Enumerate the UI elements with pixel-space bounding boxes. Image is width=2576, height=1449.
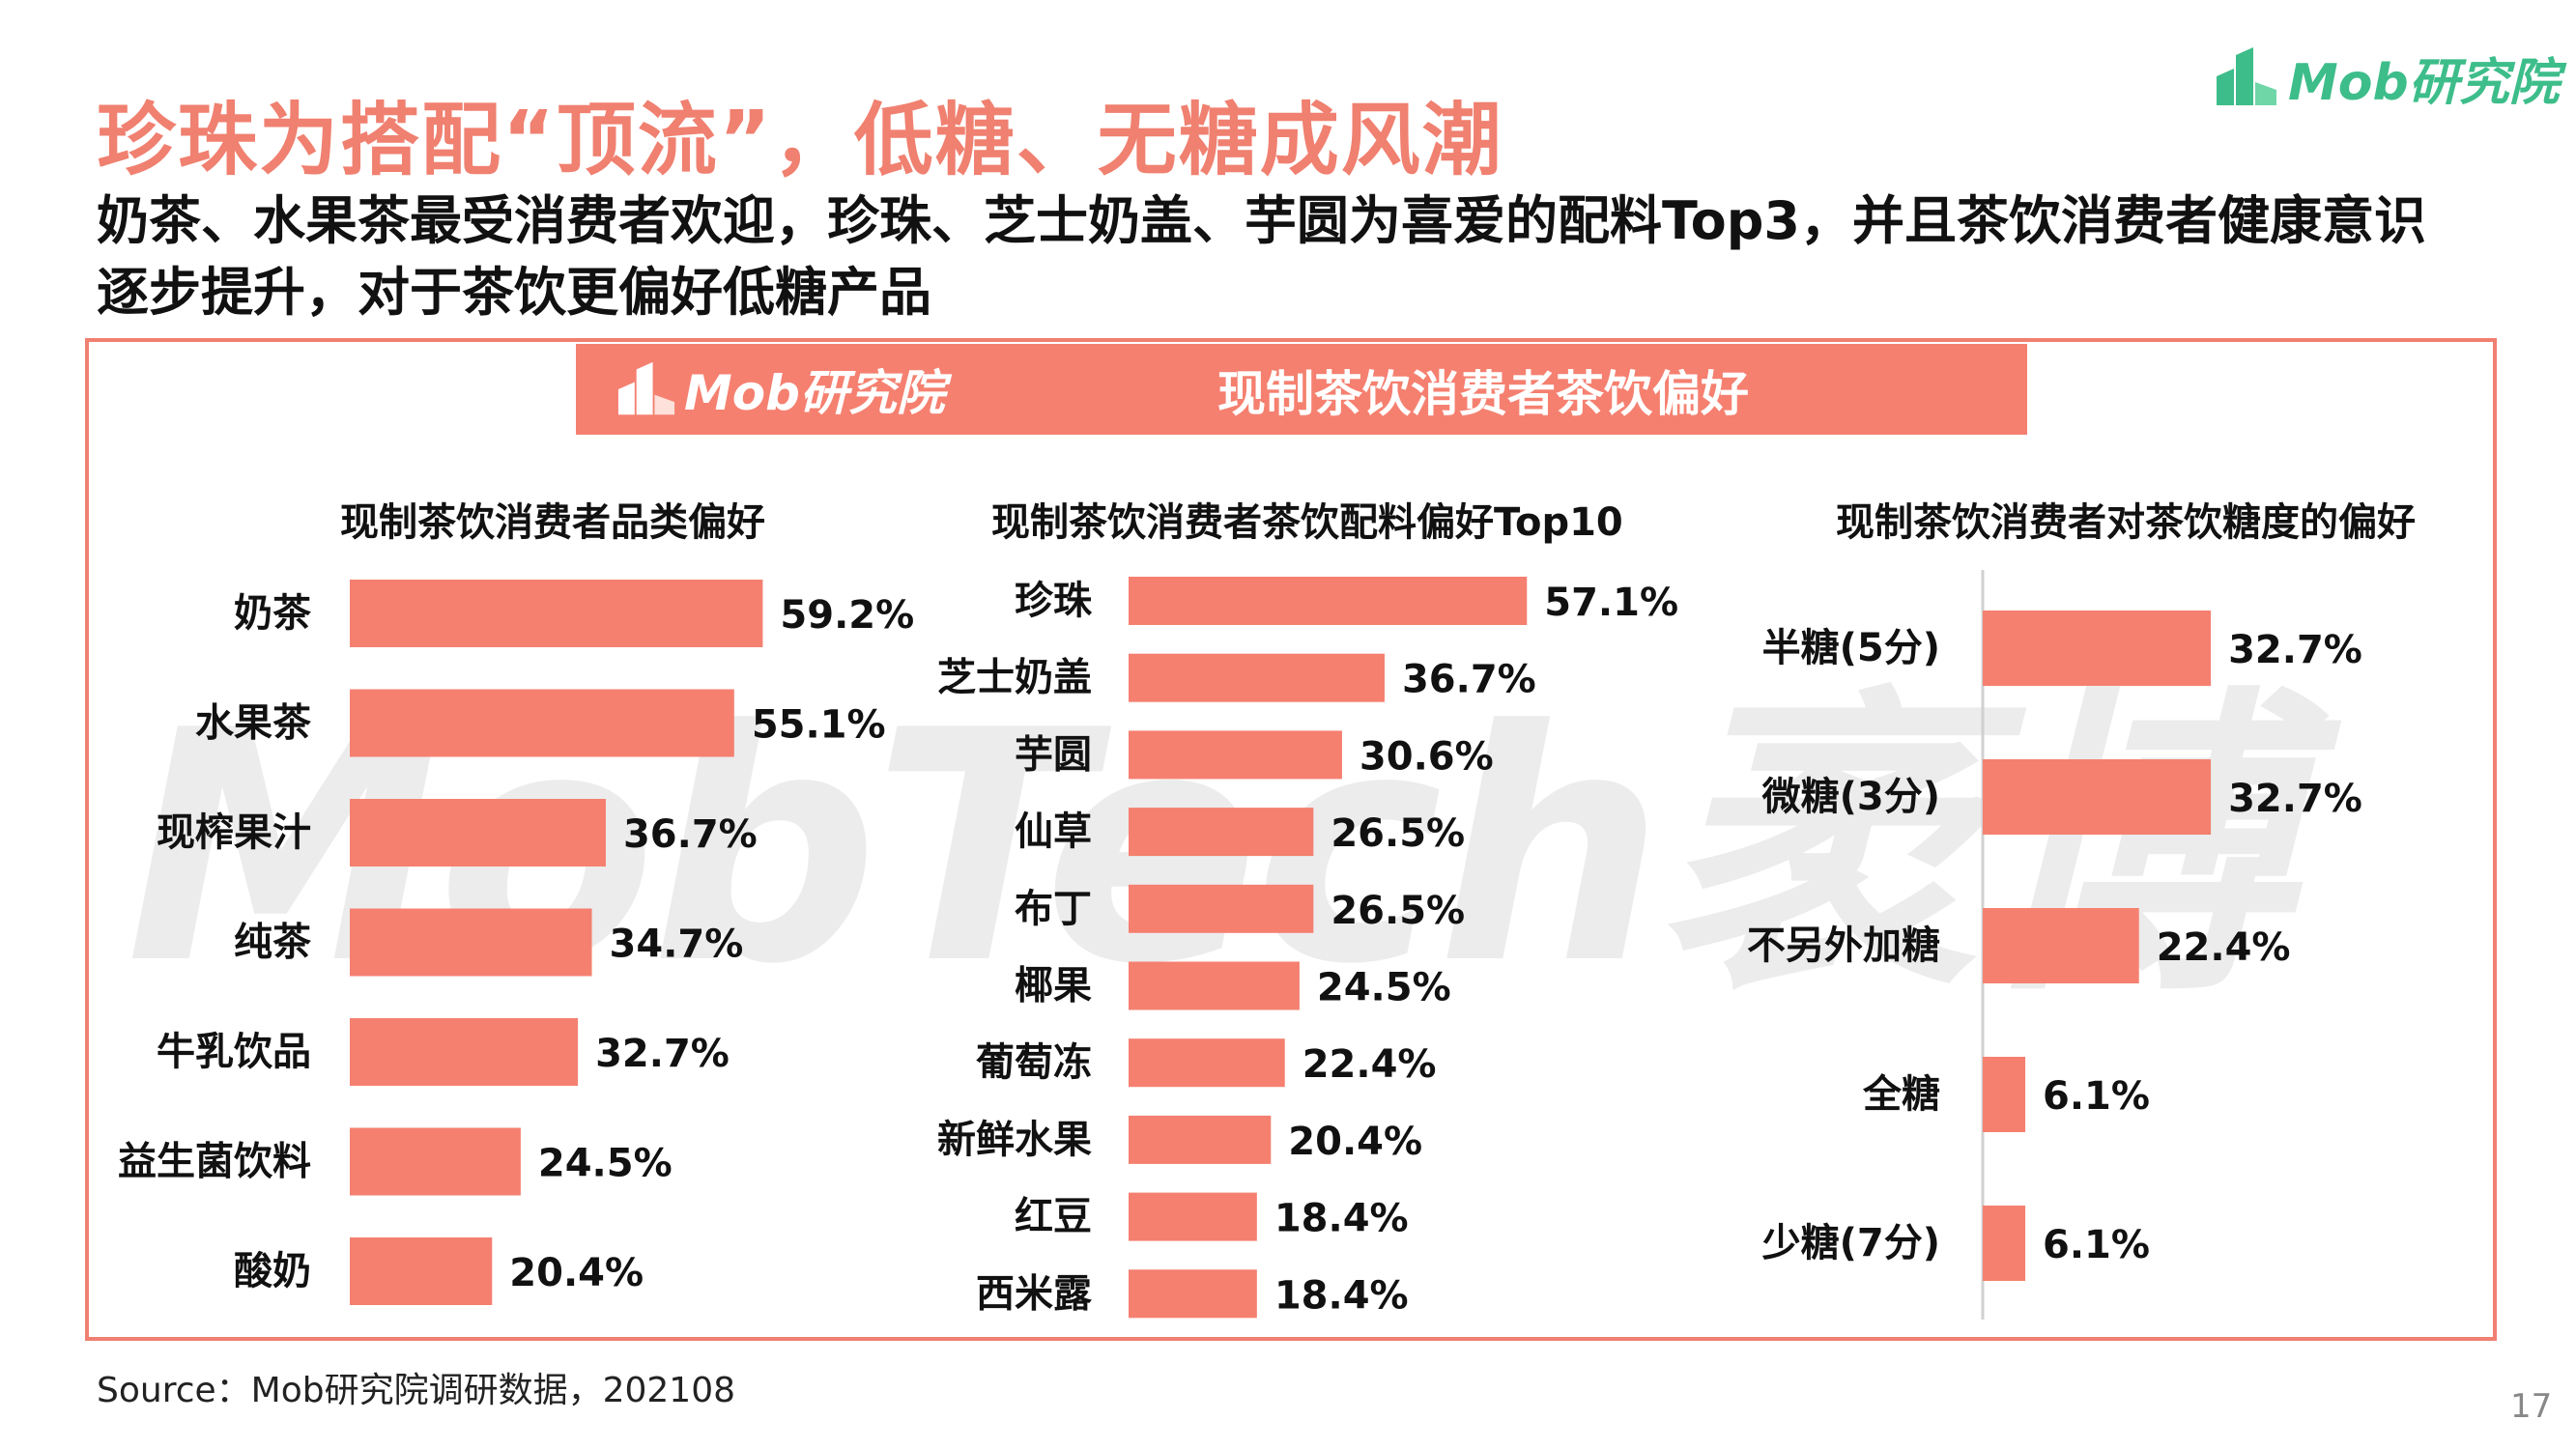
building-logo-icon (617, 361, 675, 415)
category-label: 微糖(3分) (1761, 775, 1940, 819)
bar (350, 799, 606, 867)
value-label: 32.7% (595, 1032, 730, 1076)
bar (350, 689, 734, 757)
chart-title-toppings: 现制茶饮消费者茶饮配料偏好Top10 (991, 500, 1623, 545)
bar (1129, 808, 1314, 857)
value-label: 24.5% (1317, 966, 1451, 1010)
panel-header-logo: Mob研究院 (615, 357, 945, 421)
category-label: 半糖(5分) (1762, 626, 1940, 670)
bar (1129, 730, 1342, 780)
value-label: 22.4% (2157, 925, 2291, 970)
value-label: 30.6% (1360, 734, 1494, 779)
source-note: Source：Mob研究院调研数据，202108 (97, 1371, 736, 1410)
bar (1129, 884, 1314, 933)
value-label: 26.5% (1331, 811, 1465, 856)
bar (1129, 577, 1528, 625)
building-logo-icon (2217, 47, 2276, 105)
category-label: 不另外加糖 (1747, 923, 1940, 968)
bar (1983, 1206, 2026, 1281)
category-label: 牛乳饮品 (157, 1030, 311, 1074)
bar (350, 908, 592, 977)
category-label: 红豆 (1015, 1195, 1092, 1239)
category-label: 奶茶 (234, 591, 312, 636)
bar (1983, 1057, 2026, 1132)
category-label: 酸奶 (234, 1249, 311, 1293)
value-label: 18.4% (1274, 1273, 1409, 1318)
bar (1129, 1269, 1257, 1319)
category-label: 现榨果汁 (157, 810, 311, 855)
mob-logo: Mob研究院 (2213, 39, 2560, 116)
bar (1129, 653, 1385, 702)
category-label: 全糖 (1862, 1072, 1940, 1117)
bar-chart-category: 奶茶 59.2% 水果茶 55.1% 现榨果汁 36.7% 纯茶 34.7% 牛乳饮品 32.7%… (118, 580, 914, 1305)
bar (1129, 1192, 1257, 1241)
value-label: 26.5% (1331, 889, 1465, 933)
category-label: 西米露 (976, 1271, 1093, 1316)
category-label: 珍珠 (1015, 579, 1093, 623)
category-label: 纯茶 (234, 921, 312, 965)
value-label: 36.7% (623, 812, 758, 857)
logo-text: Mob研究院 (2288, 53, 2560, 112)
bar-chart-topping: 珍珠 57.1% 芝士奶盖 36.7% 芋圆 30.6% 仙草 26.5% 布丁 26.5% 椰果 2… (937, 577, 1678, 1319)
value-label: 6.1% (2043, 1223, 2150, 1267)
value-label: 34.7% (610, 923, 744, 967)
category-label: 水果茶 (195, 701, 312, 746)
value-label: 24.5% (538, 1142, 673, 1186)
bar (350, 580, 763, 647)
value-label: 32.7% (2228, 628, 2362, 672)
bar (350, 1237, 493, 1305)
value-label: 6.1% (2043, 1074, 2150, 1119)
chart-panel (85, 338, 2497, 1341)
category-label: 芋圆 (1015, 732, 1092, 777)
category-label: 芝士奶盖 (937, 656, 1092, 700)
bar (1983, 759, 2212, 835)
bar-chart-sugar: 半糖(5分) 32.7% 微糖(3分) 32.7% 不另外加糖 22.4% 全糖 6.1% 少糖… (1747, 570, 2362, 1320)
page-subtitle: 奶茶、水果茶最受消费者欢迎，珍珠、芝士奶盖、芋圆为喜爱的配料Top3，并且茶饮消… (97, 190, 2426, 323)
chart-title-category: 现制茶饮消费者品类偏好 (340, 500, 765, 545)
panel-header (576, 344, 2027, 435)
bar (350, 1018, 579, 1086)
panel-header-title: 现制茶饮消费者茶饮偏好 (1217, 366, 1749, 422)
bar (1983, 611, 2212, 686)
category-label: 益生菌饮料 (118, 1140, 311, 1184)
bar (1983, 908, 2139, 983)
category-label: 新鲜水果 (937, 1118, 1092, 1162)
page-number: 17 (2510, 1387, 2553, 1426)
chart-title-sugar: 现制茶饮消费者对茶饮糖度的偏好 (1836, 500, 2416, 545)
value-label: 18.4% (1274, 1197, 1409, 1241)
value-label: 36.7% (1402, 658, 1536, 702)
bar (1129, 961, 1300, 1010)
value-label: 32.7% (2228, 777, 2362, 821)
value-label: 55.1% (752, 703, 886, 748)
category-label: 葡萄冻 (976, 1040, 1092, 1085)
bar (1129, 1115, 1272, 1164)
bar (1129, 1038, 1285, 1088)
value-label: 20.4% (1288, 1120, 1422, 1164)
category-label: 仙草 (1015, 810, 1092, 854)
category-label: 椰果 (1015, 964, 1092, 1009)
value-label: 20.4% (509, 1251, 644, 1295)
bar (350, 1127, 521, 1196)
value-label: 57.1% (1544, 581, 1678, 625)
panel-logo-text: Mob研究院 (684, 365, 945, 421)
value-label: 22.4% (1302, 1042, 1437, 1087)
page-title: 珍珠为搭配“顶流”，低糖、无糖成风潮 (97, 95, 1503, 186)
category-label: 布丁 (1015, 887, 1092, 931)
value-label: 59.2% (780, 593, 914, 638)
category-label: 少糖(7分) (1762, 1221, 1940, 1265)
